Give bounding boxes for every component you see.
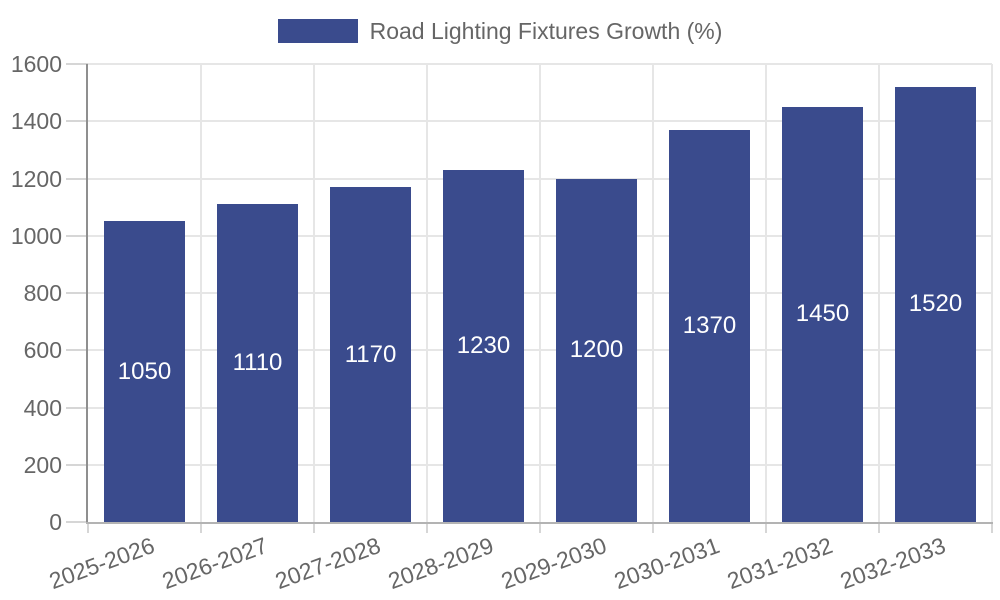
x-tick-mark (539, 524, 541, 533)
bar (895, 86, 976, 522)
bar (669, 129, 750, 522)
bar (443, 169, 524, 522)
x-tick-label: 2025-2026 (45, 532, 158, 595)
y-tick-mark (66, 63, 88, 65)
x-axis-line (86, 522, 993, 524)
x-tick-mark (313, 524, 315, 533)
y-tick-mark (66, 177, 88, 180)
y-tick-mark (66, 292, 88, 294)
x-tick-mark (87, 524, 89, 533)
legend-label: Road Lighting Fixtures Growth (%) (369, 18, 723, 44)
x-grid-line (539, 64, 541, 522)
x-tick-label: 2026-2027 (158, 532, 271, 595)
bar-value-label: 1170 (344, 340, 397, 368)
x-tick-mark (878, 524, 880, 533)
x-tick-mark (426, 524, 428, 533)
y-tick-label: 200 (23, 451, 62, 478)
bar-value-label: 1200 (569, 336, 624, 364)
y-tick-label: 1200 (10, 165, 62, 192)
y-tick-label: 1000 (10, 222, 62, 249)
x-grid-line (652, 64, 654, 522)
x-grid-line (200, 64, 202, 522)
y-tick-label: 0 (49, 509, 62, 535)
bar-value-label: 1050 (117, 357, 172, 385)
x-tick-mark (200, 524, 202, 533)
x-tick-mark (991, 524, 993, 533)
y-axis-line (86, 64, 88, 524)
x-tick-label: 2029-2030 (497, 532, 610, 595)
x-tick-mark (765, 524, 767, 533)
y-tick-label: 400 (23, 394, 62, 421)
bar (782, 106, 863, 522)
y-tick-mark (66, 521, 88, 523)
bar-value-label: 1230 (456, 331, 511, 359)
bar-value-label: 1450 (795, 300, 850, 328)
y-tick-mark (66, 463, 88, 466)
bar (217, 204, 298, 522)
legend-item[interactable]: Road Lighting Fixtures Growth (%) (277, 18, 723, 44)
x-grid-line (313, 64, 315, 522)
y-tick-label: 1600 (10, 51, 62, 77)
y-tick-label: 1400 (10, 108, 62, 135)
bar (330, 187, 411, 522)
x-grid-line (991, 64, 993, 522)
bar-value-label: 1370 (682, 311, 737, 339)
bar (556, 178, 637, 522)
y-tick-mark (66, 349, 88, 352)
y-tick-label: 600 (23, 337, 62, 364)
y-tick-mark (66, 120, 88, 123)
x-tick-mark (652, 524, 654, 533)
y-tick-mark (66, 406, 88, 409)
x-tick-label: 2027-2028 (271, 532, 384, 595)
x-tick-label: 2030-2031 (610, 532, 723, 595)
bar-value-label: 1110 (232, 349, 283, 377)
y-tick-label: 800 (23, 280, 62, 306)
y-tick-mark (66, 234, 88, 237)
bar-value-label: 1520 (908, 290, 963, 318)
x-grid-line (765, 64, 767, 522)
bar (104, 221, 185, 522)
x-grid-line (426, 64, 428, 522)
chart-legend: Road Lighting Fixtures Growth (%) (0, 18, 1000, 44)
legend-swatch-icon (277, 19, 358, 43)
x-tick-label: 2028-2029 (384, 532, 497, 595)
x-tick-label: 2031-2032 (723, 532, 836, 595)
x-grid-line (878, 64, 880, 522)
x-tick-label: 2032-2033 (836, 532, 949, 595)
